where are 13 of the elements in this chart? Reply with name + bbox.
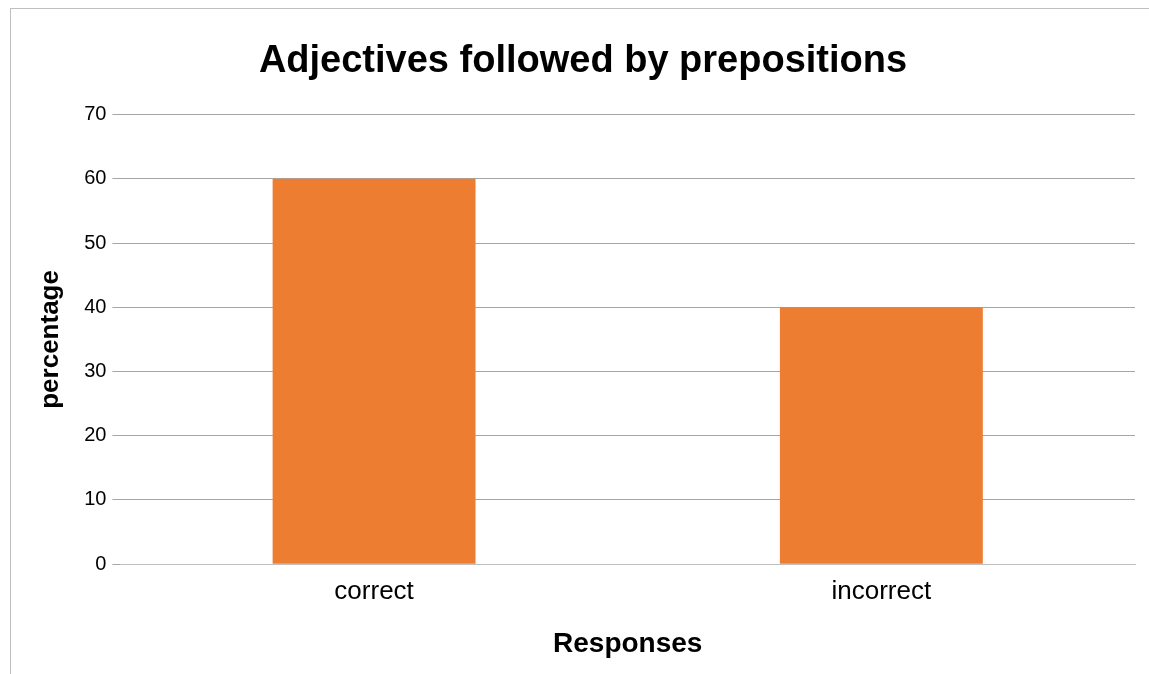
y-tick-label: 50 <box>84 230 107 253</box>
y-tick-label: 30 <box>84 359 107 382</box>
y-tick-label: 60 <box>84 166 107 189</box>
y-tick-label: 40 <box>84 294 107 317</box>
y-tick-label: 10 <box>84 487 107 510</box>
x-tick-label: correct <box>334 574 415 605</box>
x-axis-title: Responses <box>553 626 703 658</box>
y-tick-label: 20 <box>84 423 107 446</box>
chart-title: Adjectives followed by prepositions <box>258 38 908 81</box>
y-axis-title: percentage <box>33 270 64 409</box>
x-tick-label: incorrect <box>831 574 932 605</box>
y-tick-label: 0 <box>95 551 107 574</box>
y-tick-label: 70 <box>84 102 107 125</box>
